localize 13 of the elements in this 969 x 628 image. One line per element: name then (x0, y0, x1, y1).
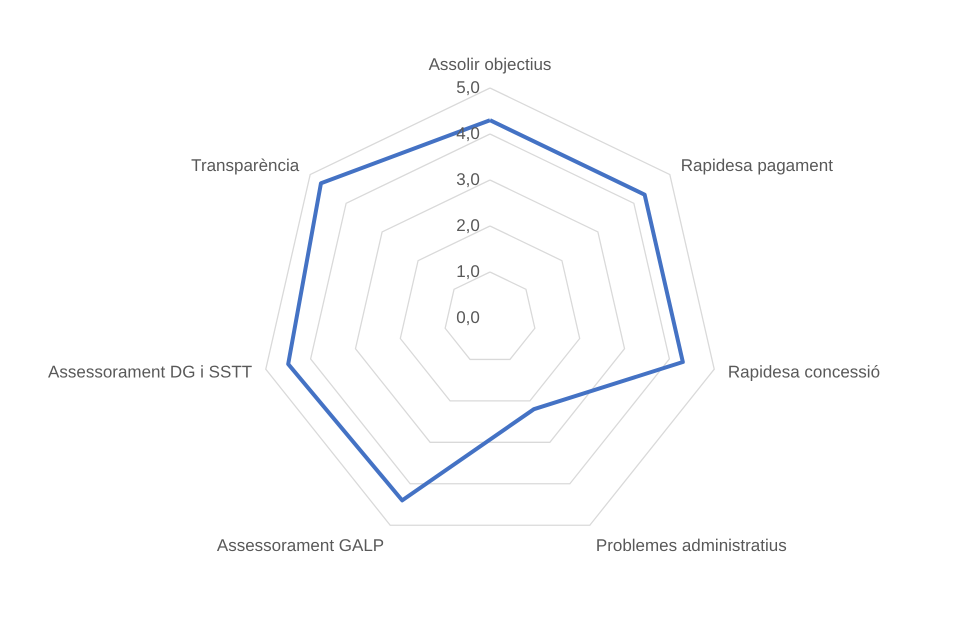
y-tick-label: 4,0 (456, 124, 480, 143)
spoke-label: Rapidesa pagament (680, 156, 834, 175)
y-tick-label: 5,0 (456, 78, 480, 97)
y-tick-label: 1,0 (456, 262, 480, 281)
spoke-label: Assolir objectius (428, 55, 552, 74)
spoke-label: Problemes administratius (596, 536, 787, 555)
spoke-label: Assessorament DG i SSTT (48, 362, 252, 382)
y-tick-label: 3,0 (456, 170, 480, 189)
y-tick-label: 2,0 (456, 216, 480, 235)
y-tick-label: 0,0 (456, 308, 480, 327)
spoke-label: Rapidesa concessió (728, 362, 880, 382)
spoke-label: Transparència (191, 156, 300, 175)
spoke-label: Assessorament GALP (216, 536, 384, 555)
